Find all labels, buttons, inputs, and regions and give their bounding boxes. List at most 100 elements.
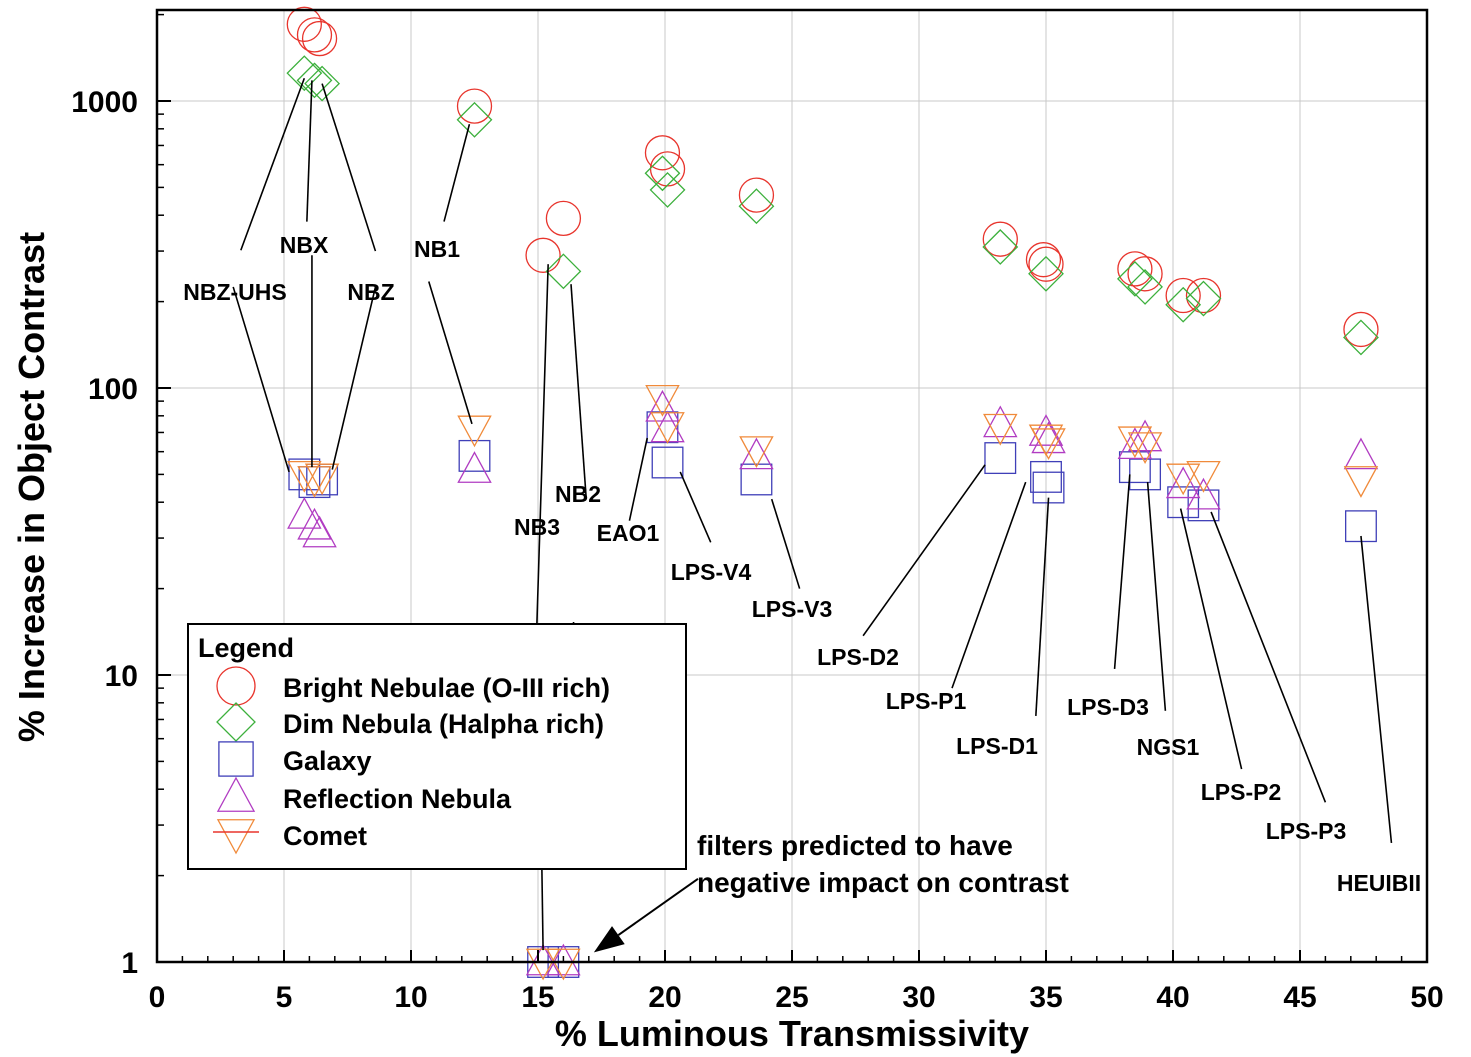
leader-line <box>1113 474 1131 669</box>
point-galaxy-square <box>1118 451 1151 484</box>
point-bright-circle <box>1127 256 1163 292</box>
leader-line <box>321 83 377 252</box>
point-dim-diamond <box>545 253 582 290</box>
filter-label: LPS-P3 <box>1266 818 1347 844</box>
point-reflection-triangle-up <box>1343 437 1379 470</box>
plot-frame <box>155 8 1429 964</box>
y-tick-label: 100 <box>88 373 138 406</box>
filter-label: NBX <box>280 232 329 258</box>
point-reflection-triangle-up <box>739 437 774 470</box>
point-bright-circle <box>296 17 333 53</box>
leader-line <box>951 481 1027 689</box>
legend-marker-dim <box>216 702 256 742</box>
legend-marker-bright <box>216 666 256 706</box>
point-dim-diamond <box>1185 280 1222 317</box>
point-bright-circle <box>644 135 681 171</box>
point-bright-circle <box>1185 277 1222 314</box>
x-tick-label: 20 <box>648 981 681 1014</box>
point-galaxy-square <box>651 446 684 479</box>
leader-line <box>306 80 313 222</box>
legend-title: Legend <box>198 633 294 663</box>
point-galaxy-square <box>740 463 773 496</box>
filter-label: HEUIBII <box>1337 870 1421 896</box>
point-comet-triangle-down <box>546 948 581 981</box>
legend-entry-label: Galaxy <box>283 746 372 776</box>
x-axis-title: % Luminous Transmissivity <box>555 1013 1029 1054</box>
legend: Legend Bright Nebulae (O-III rich) Dim Ne… <box>187 623 687 870</box>
filter-label: LPS-D1 <box>956 733 1038 759</box>
filter-label: NGS1 <box>1137 734 1200 760</box>
legend-entry-label: Bright Nebulae (O-III rich) <box>283 673 610 703</box>
legend-entry-label: Comet <box>283 821 367 851</box>
point-dim-diamond <box>286 55 323 92</box>
x-tick-label: 5 <box>276 981 293 1014</box>
point-bright-circle <box>301 20 338 57</box>
point-dim-diamond <box>644 155 681 192</box>
leader-line <box>428 281 473 425</box>
point-bright-circle <box>1165 277 1201 314</box>
point-reflection-triangle-up <box>1165 466 1201 499</box>
y-axis-title: % Increase in Object Contrast <box>11 232 52 742</box>
legend-marker-reflection <box>216 776 256 812</box>
point-reflection-triangle-up <box>525 943 561 976</box>
point-comet-triangle-down <box>983 413 1018 446</box>
point-reflection-triangle-up <box>983 405 1018 438</box>
point-dim-diamond <box>456 101 493 138</box>
point-reflection-triangle-up <box>302 515 337 548</box>
point-galaxy-square <box>646 411 679 444</box>
point-bright-circle <box>545 200 582 237</box>
point-comet-triangle-down <box>1031 428 1066 461</box>
leader-line <box>1210 511 1327 803</box>
leader-line <box>679 471 712 543</box>
note-line-1: filters predicted to have <box>697 830 1013 861</box>
filter-label: NBZ-UHS <box>183 279 287 305</box>
note-arrow-shaft <box>617 877 699 936</box>
leader-line <box>628 437 649 521</box>
data-markers <box>286 6 1379 981</box>
leader-line <box>535 264 549 629</box>
point-reflection-triangle-up <box>1028 414 1064 446</box>
point-reflection-triangle-up <box>457 451 492 483</box>
legend-entry-label: Reflection Nebula <box>283 784 512 814</box>
point-dim-diamond <box>982 229 1019 265</box>
point-dim-diamond <box>1165 286 1202 323</box>
note-arrow-head <box>593 926 625 953</box>
legend-entries: Bright Nebulae (O-III rich) Dim Nebula (H… <box>213 666 610 855</box>
annotation-leaders <box>232 77 1393 951</box>
leader-line <box>570 284 588 500</box>
leader-line <box>1360 535 1393 843</box>
point-reflection-triangle-up <box>1127 419 1163 452</box>
leader-line <box>240 77 306 251</box>
x-tick-label: 35 <box>1029 981 1062 1014</box>
point-comet-triangle-down <box>1165 463 1201 496</box>
leader-line <box>331 286 377 470</box>
x-tick-label: 25 <box>775 981 808 1014</box>
point-bright-circle <box>1025 242 1062 278</box>
leader-line <box>770 498 801 589</box>
point-dim-diamond <box>1116 260 1153 297</box>
filter-label: NB1 <box>414 236 460 262</box>
point-comet-triangle-down <box>1343 466 1379 498</box>
x-tick-label: 30 <box>902 981 935 1014</box>
point-comet-triangle-down <box>645 384 680 417</box>
leader-line <box>1146 482 1167 711</box>
point-dim-diamond <box>296 62 333 99</box>
filter-label: LPS-D3 <box>1067 694 1149 720</box>
point-bright-circle <box>1028 246 1064 282</box>
grid <box>157 10 1427 962</box>
legend-marker-galaxy <box>218 741 254 777</box>
point-bright-circle <box>525 237 561 273</box>
point-galaxy-square <box>1030 460 1062 493</box>
y-tick-label: 10 <box>105 660 138 693</box>
point-comet-triangle-down <box>1127 432 1163 464</box>
filter-label: LPS-V4 <box>671 559 752 585</box>
filter-label: LPS-P1 <box>886 688 967 714</box>
filter-label: LPS-V3 <box>752 596 833 622</box>
point-comet-triangle-down <box>1186 460 1221 493</box>
filter-label: EAO1 <box>597 520 660 546</box>
point-bright-circle <box>738 177 775 213</box>
point-galaxy-square <box>458 439 491 472</box>
legend-marker-comet <box>216 819 256 855</box>
y-tick-label: 1 <box>121 947 138 980</box>
